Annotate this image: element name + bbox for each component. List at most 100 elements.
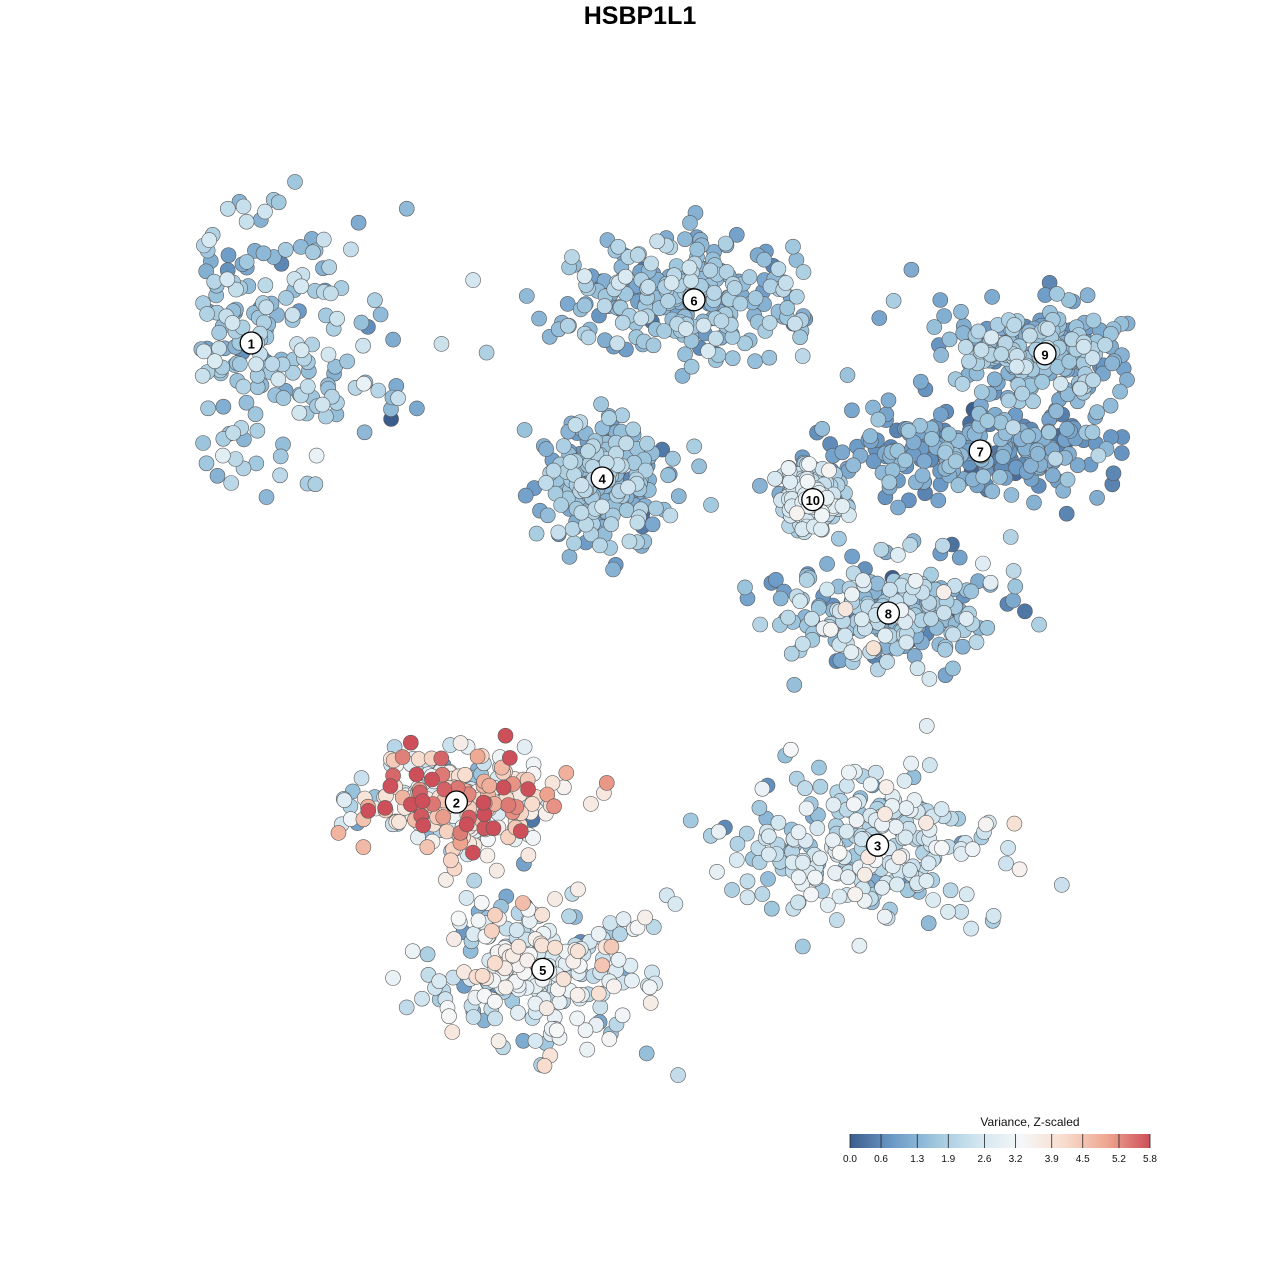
data-point bbox=[534, 937, 550, 954]
data-point bbox=[603, 516, 620, 533]
data-point bbox=[789, 505, 805, 522]
data-point bbox=[220, 247, 237, 263]
data-point bbox=[834, 498, 851, 514]
cluster-label-marker bbox=[1033, 342, 1057, 366]
data-point bbox=[1041, 424, 1057, 441]
data-point bbox=[293, 278, 310, 295]
data-point bbox=[1045, 467, 1061, 484]
data-point bbox=[729, 836, 746, 852]
data-point bbox=[538, 1000, 555, 1017]
data-point bbox=[900, 423, 917, 439]
data-point bbox=[481, 777, 498, 794]
data-point bbox=[837, 627, 853, 644]
data-point bbox=[752, 477, 768, 494]
data-point bbox=[945, 660, 961, 677]
data-point bbox=[534, 906, 551, 923]
data-point bbox=[1025, 393, 1041, 410]
colorbar-tick-label: 1.9 bbox=[941, 1154, 955, 1165]
data-point bbox=[629, 247, 646, 263]
data-point bbox=[415, 817, 432, 834]
data-point bbox=[355, 375, 372, 392]
data-point bbox=[785, 238, 801, 255]
data-point bbox=[272, 448, 289, 465]
data-point bbox=[419, 839, 436, 856]
data-point bbox=[610, 239, 627, 255]
cluster-label-text: 8 bbox=[885, 607, 892, 622]
data-point bbox=[570, 881, 586, 898]
data-point bbox=[200, 400, 216, 417]
data-point bbox=[215, 398, 232, 415]
data-point bbox=[882, 581, 898, 598]
data-point bbox=[1069, 457, 1086, 474]
data-point bbox=[621, 533, 638, 550]
data-point bbox=[700, 343, 716, 359]
data-point bbox=[916, 453, 933, 470]
data-point bbox=[812, 850, 828, 867]
data-point bbox=[633, 310, 650, 327]
data-point bbox=[547, 939, 563, 956]
data-point bbox=[561, 549, 578, 565]
data-point bbox=[497, 979, 514, 996]
data-point bbox=[794, 938, 811, 955]
data-point bbox=[782, 741, 799, 758]
data-point bbox=[741, 269, 758, 285]
cluster-label-text: 1 bbox=[248, 337, 255, 352]
data-point bbox=[408, 766, 425, 783]
data-point bbox=[510, 1004, 526, 1021]
data-point bbox=[293, 342, 310, 359]
data-point bbox=[377, 800, 393, 816]
data-point bbox=[656, 323, 673, 339]
data-point bbox=[934, 537, 951, 554]
data-point bbox=[515, 895, 531, 911]
data-point bbox=[1054, 877, 1070, 893]
cluster-label-6: 6 bbox=[682, 288, 706, 312]
data-point bbox=[1105, 465, 1122, 482]
data-point bbox=[617, 268, 634, 285]
data-point bbox=[436, 781, 453, 798]
data-point bbox=[457, 766, 473, 783]
data-point bbox=[871, 310, 888, 326]
data-point bbox=[786, 676, 803, 693]
data-point bbox=[518, 288, 535, 304]
data-point bbox=[1104, 355, 1120, 372]
data-point bbox=[478, 344, 495, 361]
data-point bbox=[610, 951, 627, 968]
data-point bbox=[576, 268, 593, 285]
colorbar-tick-label: 5.8 bbox=[1143, 1154, 1157, 1165]
data-point bbox=[881, 474, 898, 491]
cluster-label-10: 10 bbox=[801, 487, 825, 512]
data-point bbox=[813, 521, 829, 537]
data-point bbox=[594, 498, 611, 515]
data-point bbox=[994, 449, 1011, 465]
data-point bbox=[819, 897, 836, 913]
data-point bbox=[756, 251, 773, 268]
cluster-label-text: 5 bbox=[539, 963, 546, 978]
data-point bbox=[618, 435, 635, 452]
data-point bbox=[747, 353, 763, 370]
data-point bbox=[831, 530, 847, 547]
data-point bbox=[937, 444, 954, 461]
data-point bbox=[761, 349, 778, 366]
data-point bbox=[1085, 372, 1101, 389]
data-point bbox=[458, 816, 475, 833]
data-point bbox=[1089, 404, 1105, 421]
data-point bbox=[782, 474, 798, 490]
data-point bbox=[1005, 419, 1022, 436]
data-point bbox=[1112, 383, 1128, 400]
data-point bbox=[839, 367, 856, 383]
data-point bbox=[865, 640, 882, 657]
data-point bbox=[238, 213, 255, 230]
data-point bbox=[918, 814, 934, 831]
data-point bbox=[958, 886, 975, 903]
data-point bbox=[963, 583, 980, 600]
data-point bbox=[644, 516, 661, 533]
data-point bbox=[219, 271, 236, 288]
data-point bbox=[516, 422, 533, 438]
colorbar-tick-label: 2.6 bbox=[978, 1154, 992, 1165]
colorbar-gradient bbox=[850, 1134, 1150, 1148]
data-point bbox=[898, 634, 915, 651]
data-point bbox=[433, 336, 450, 352]
data-point bbox=[580, 443, 596, 460]
colorbar-tick-label: 3.2 bbox=[1009, 1154, 1023, 1165]
data-point bbox=[853, 611, 870, 628]
